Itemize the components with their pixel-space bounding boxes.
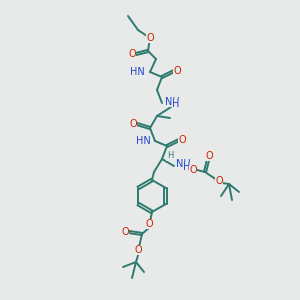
Text: O: O (189, 165, 197, 175)
Text: O: O (205, 151, 213, 161)
Text: H: H (167, 152, 173, 160)
Text: O: O (178, 135, 186, 145)
Text: HN: HN (130, 67, 145, 77)
Text: O: O (134, 245, 142, 255)
Text: O: O (128, 49, 136, 59)
Text: NH: NH (176, 159, 191, 169)
Text: O: O (146, 33, 154, 43)
Text: O: O (215, 176, 223, 186)
Text: NH: NH (165, 97, 180, 107)
Text: O: O (121, 227, 129, 237)
Text: H: H (183, 162, 191, 172)
Text: H: H (172, 99, 180, 109)
Text: O: O (145, 219, 153, 229)
Text: O: O (173, 66, 181, 76)
Text: O: O (129, 119, 137, 129)
Text: HN: HN (136, 136, 151, 146)
